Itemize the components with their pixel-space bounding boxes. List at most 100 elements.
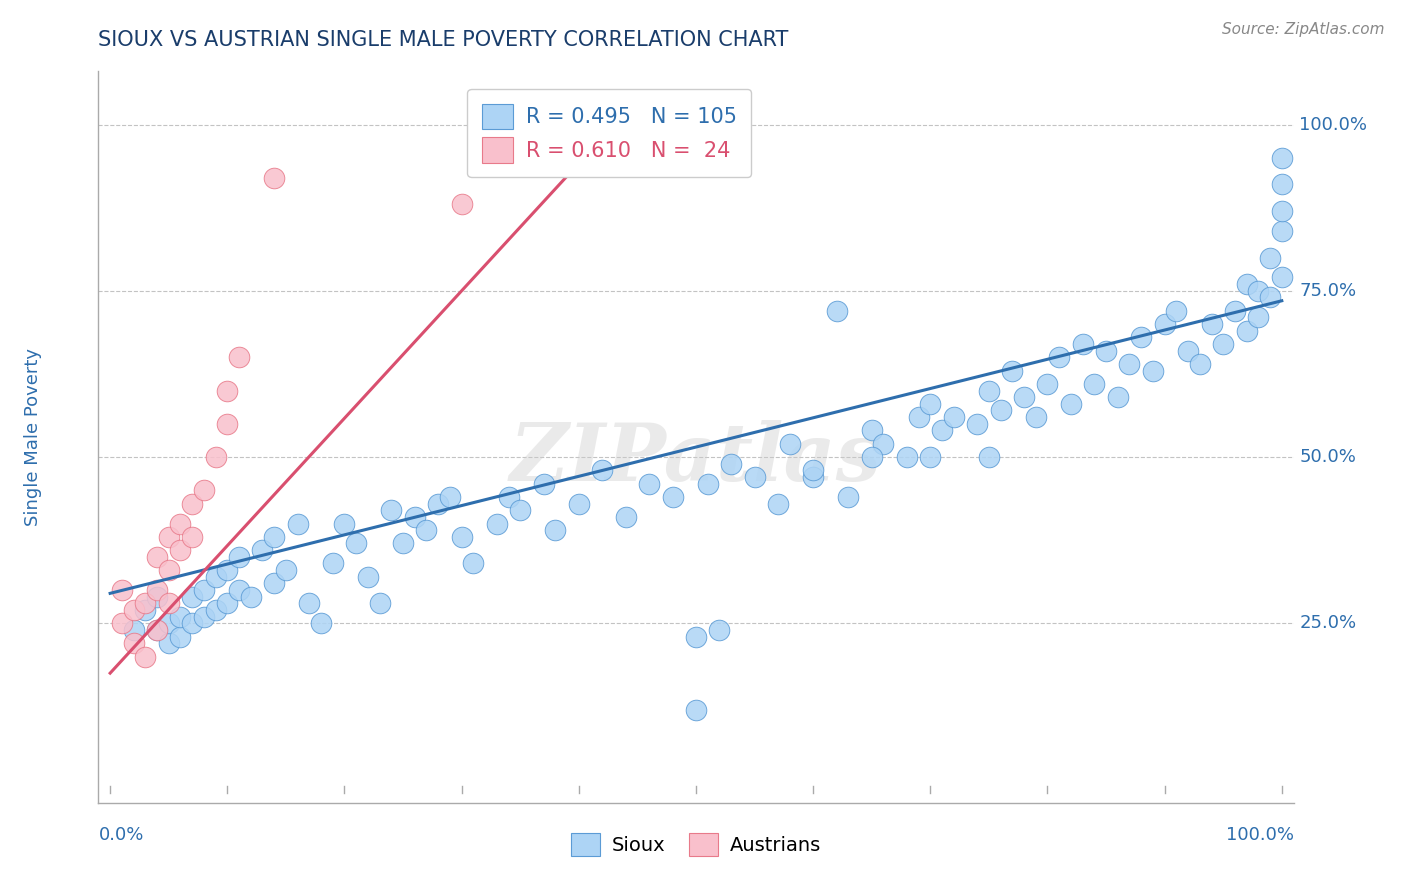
Point (228, 351, 250, 365)
Point (498, 490, 520, 504)
Point (907, 410, 929, 425)
Point (1223, 303, 1246, 318)
Point (146, 623, 169, 637)
Text: 0.0%: 0.0% (98, 826, 143, 844)
Point (122, 636, 145, 650)
Point (568, 497, 591, 511)
Point (1271, 178, 1294, 192)
Point (450, 197, 472, 211)
Point (181, 530, 204, 544)
Point (122, 623, 145, 637)
Point (1142, 363, 1164, 377)
Point (239, 590, 262, 604)
Point (415, 523, 437, 537)
Point (1271, 224, 1294, 238)
Point (696, 476, 718, 491)
Point (920, 397, 942, 411)
Point (1258, 290, 1281, 304)
Point (1258, 251, 1281, 265)
Point (169, 630, 191, 644)
Point (169, 516, 191, 531)
Point (990, 403, 1012, 417)
Point (333, 516, 356, 531)
Point (931, 424, 953, 438)
Point (1188, 357, 1211, 371)
Point (1095, 343, 1118, 358)
Point (368, 596, 391, 610)
Point (801, 470, 824, 484)
Point (1153, 317, 1175, 331)
Point (591, 151, 613, 165)
Point (1247, 284, 1270, 298)
Point (344, 536, 367, 550)
Point (298, 596, 321, 610)
Point (193, 483, 215, 498)
Point (146, 582, 169, 597)
Point (193, 582, 215, 597)
Point (638, 476, 661, 491)
Point (744, 470, 766, 484)
Point (860, 450, 883, 464)
Text: 100.0%: 100.0% (1299, 116, 1368, 134)
Text: 100.0%: 100.0% (1226, 826, 1294, 844)
Point (825, 303, 848, 318)
Point (134, 649, 156, 664)
Point (263, 170, 285, 185)
Point (1036, 376, 1059, 391)
Point (966, 417, 988, 431)
Point (920, 450, 942, 464)
Point (146, 623, 169, 637)
Point (181, 497, 204, 511)
Point (1060, 397, 1083, 411)
Point (169, 609, 191, 624)
Point (357, 570, 380, 584)
Point (896, 450, 918, 464)
Text: ZIPatlas: ZIPatlas (510, 420, 882, 498)
Point (263, 530, 285, 544)
Point (157, 596, 180, 610)
Point (1025, 410, 1047, 425)
Point (111, 616, 134, 631)
Point (252, 543, 274, 558)
Point (287, 516, 309, 531)
Point (1071, 337, 1094, 351)
Point (1201, 317, 1223, 331)
Point (263, 576, 285, 591)
Point (450, 530, 472, 544)
Point (1083, 376, 1105, 391)
Point (801, 463, 824, 477)
Point (228, 549, 250, 564)
Point (146, 590, 169, 604)
Point (614, 509, 637, 524)
Point (1001, 363, 1024, 377)
Point (134, 596, 156, 610)
Point (544, 523, 567, 537)
Point (380, 503, 402, 517)
Point (217, 384, 239, 398)
Text: SIOUX VS AUSTRIAN SINGLE MALE POVERTY CORRELATION CHART: SIOUX VS AUSTRIAN SINGLE MALE POVERTY CO… (98, 30, 789, 50)
Point (709, 623, 731, 637)
Point (591, 463, 613, 477)
Point (146, 549, 169, 564)
Point (404, 509, 426, 524)
Text: Source: ZipAtlas.com: Source: ZipAtlas.com (1222, 22, 1385, 37)
Point (1236, 277, 1258, 292)
Point (685, 630, 707, 644)
Point (439, 490, 461, 504)
Point (766, 497, 789, 511)
Point (274, 563, 297, 577)
Point (1271, 151, 1294, 165)
Point (122, 603, 145, 617)
Legend: Sioux, Austrians: Sioux, Austrians (561, 823, 831, 866)
Point (1247, 310, 1270, 325)
Point (977, 384, 1000, 398)
Point (1107, 390, 1129, 404)
Point (779, 436, 801, 450)
Point (322, 557, 344, 571)
Point (977, 450, 1000, 464)
Point (217, 417, 239, 431)
Point (204, 603, 226, 617)
Point (217, 563, 239, 577)
Point (837, 490, 859, 504)
Point (392, 536, 415, 550)
